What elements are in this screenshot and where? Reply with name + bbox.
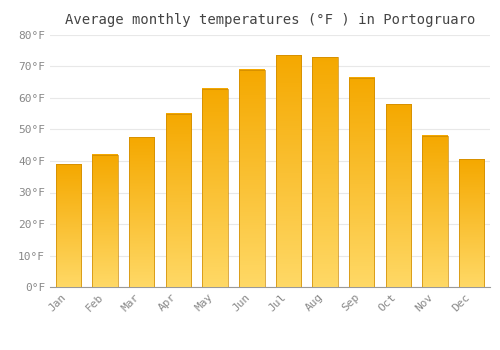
Bar bbox=[386, 104, 411, 287]
Bar bbox=[166, 114, 191, 287]
Bar bbox=[239, 70, 264, 287]
Bar bbox=[276, 55, 301, 287]
Bar bbox=[92, 155, 118, 287]
Bar bbox=[422, 136, 448, 287]
Title: Average monthly temperatures (°F ) in Portogruaro: Average monthly temperatures (°F ) in Po… bbox=[65, 13, 475, 27]
Bar bbox=[129, 137, 154, 287]
Bar bbox=[459, 159, 484, 287]
Bar bbox=[349, 77, 374, 287]
Bar bbox=[202, 89, 228, 287]
Bar bbox=[312, 57, 338, 287]
Bar bbox=[56, 164, 81, 287]
